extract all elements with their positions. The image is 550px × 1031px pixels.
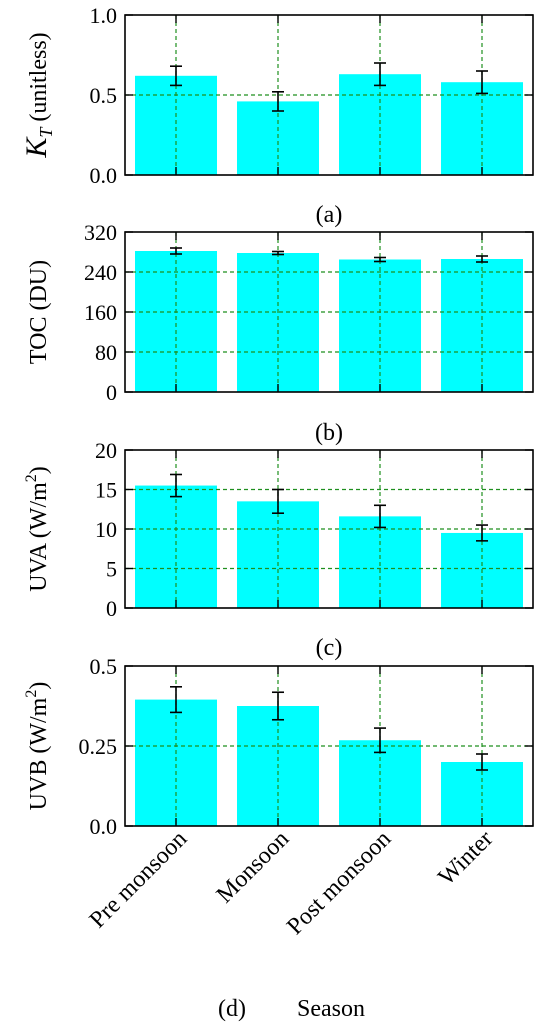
bar-uvb-2 — [339, 740, 421, 826]
errorbar-uva-3 — [476, 524, 488, 542]
ytick-label-kt-2: 1.0 — [90, 3, 118, 28]
errorbar-uva-0 — [170, 473, 182, 498]
category-label-2: Post monsoon — [282, 826, 396, 940]
panel-uva: 0 5 10 15 20 UVA (W/m2) (c) — [23, 438, 534, 661]
errorbar-uva-2 — [374, 504, 386, 529]
errorbar-uvb-0 — [170, 685, 182, 714]
ylabel-uva: UVA (W/m2) — [23, 466, 52, 592]
ytick-label-toc-1: 80 — [95, 340, 117, 365]
ytick-label-toc-0: 0 — [106, 380, 117, 405]
ytick-label-uva-3: 15 — [95, 478, 117, 503]
errorbar-toc-1 — [272, 250, 284, 256]
panel-label-uva: (c) — [316, 635, 343, 661]
errorbar-kt-1 — [272, 91, 284, 112]
panel-uvb: 0.0 0.25 0.5 UVB (W/m2) — [23, 654, 534, 839]
ytick-label-uvb-2: 0.5 — [90, 654, 118, 679]
ytick-label-uva-4: 20 — [95, 438, 117, 463]
panel-label-kt: (a) — [316, 202, 343, 228]
errorbar-toc-3 — [476, 255, 488, 263]
ylabel-uvb: UVB (W/m2) — [23, 682, 52, 811]
bar-kt-2 — [339, 74, 421, 175]
ytick-label-uva-2: 10 — [95, 517, 117, 542]
errorbar-kt-2 — [374, 62, 386, 87]
ytick-label-toc-3: 240 — [84, 260, 117, 285]
bar-kt-0 — [135, 75, 217, 175]
ylabel-toc: TOC (DU) — [26, 260, 52, 364]
panel-label-uvb: (d) — [218, 996, 246, 1022]
ytick-label-kt-0: 0.0 — [90, 163, 118, 188]
panel-toc: 0 80 160 240 320 TOC (DU) (b) — [26, 220, 534, 446]
panel-kt: 0.0 0.5 1.0 KT (unitless) (a) — [20, 3, 534, 228]
ytick-label-toc-2: 160 — [84, 300, 117, 325]
ytick-label-uva-0: 0 — [106, 596, 117, 621]
ytick-label-kt-1: 0.5 — [90, 83, 118, 108]
category-label-1: Monsoon — [212, 826, 295, 909]
errorbar-kt-3 — [476, 70, 488, 95]
bar-toc-1 — [237, 253, 319, 392]
bar-uvb-0 — [135, 699, 217, 826]
errorbar-uva-1 — [272, 488, 284, 515]
bar-uva-0 — [135, 485, 217, 608]
errorbar-uvb-2 — [374, 727, 386, 754]
xlabel-season: Season — [297, 996, 365, 1022]
errorbar-kt-0 — [170, 65, 182, 87]
ytick-label-uvb-1: 0.25 — [79, 734, 118, 759]
ytick-label-uvb-0: 0.0 — [90, 814, 118, 839]
errorbar-toc-0 — [170, 247, 182, 255]
category-label-0: Pre monsoon — [85, 826, 192, 933]
errorbar-toc-2 — [374, 256, 386, 263]
errorbar-uvb-3 — [476, 753, 488, 771]
errorbar-uvb-1 — [272, 691, 284, 721]
category-label-3: Winter — [433, 826, 498, 891]
ytick-label-uva-1: 5 — [106, 557, 117, 582]
ylabel-kt: KT (unitless) — [20, 32, 56, 158]
panel-label-toc: (b) — [315, 420, 343, 446]
ytick-label-toc-4: 320 — [84, 220, 117, 245]
